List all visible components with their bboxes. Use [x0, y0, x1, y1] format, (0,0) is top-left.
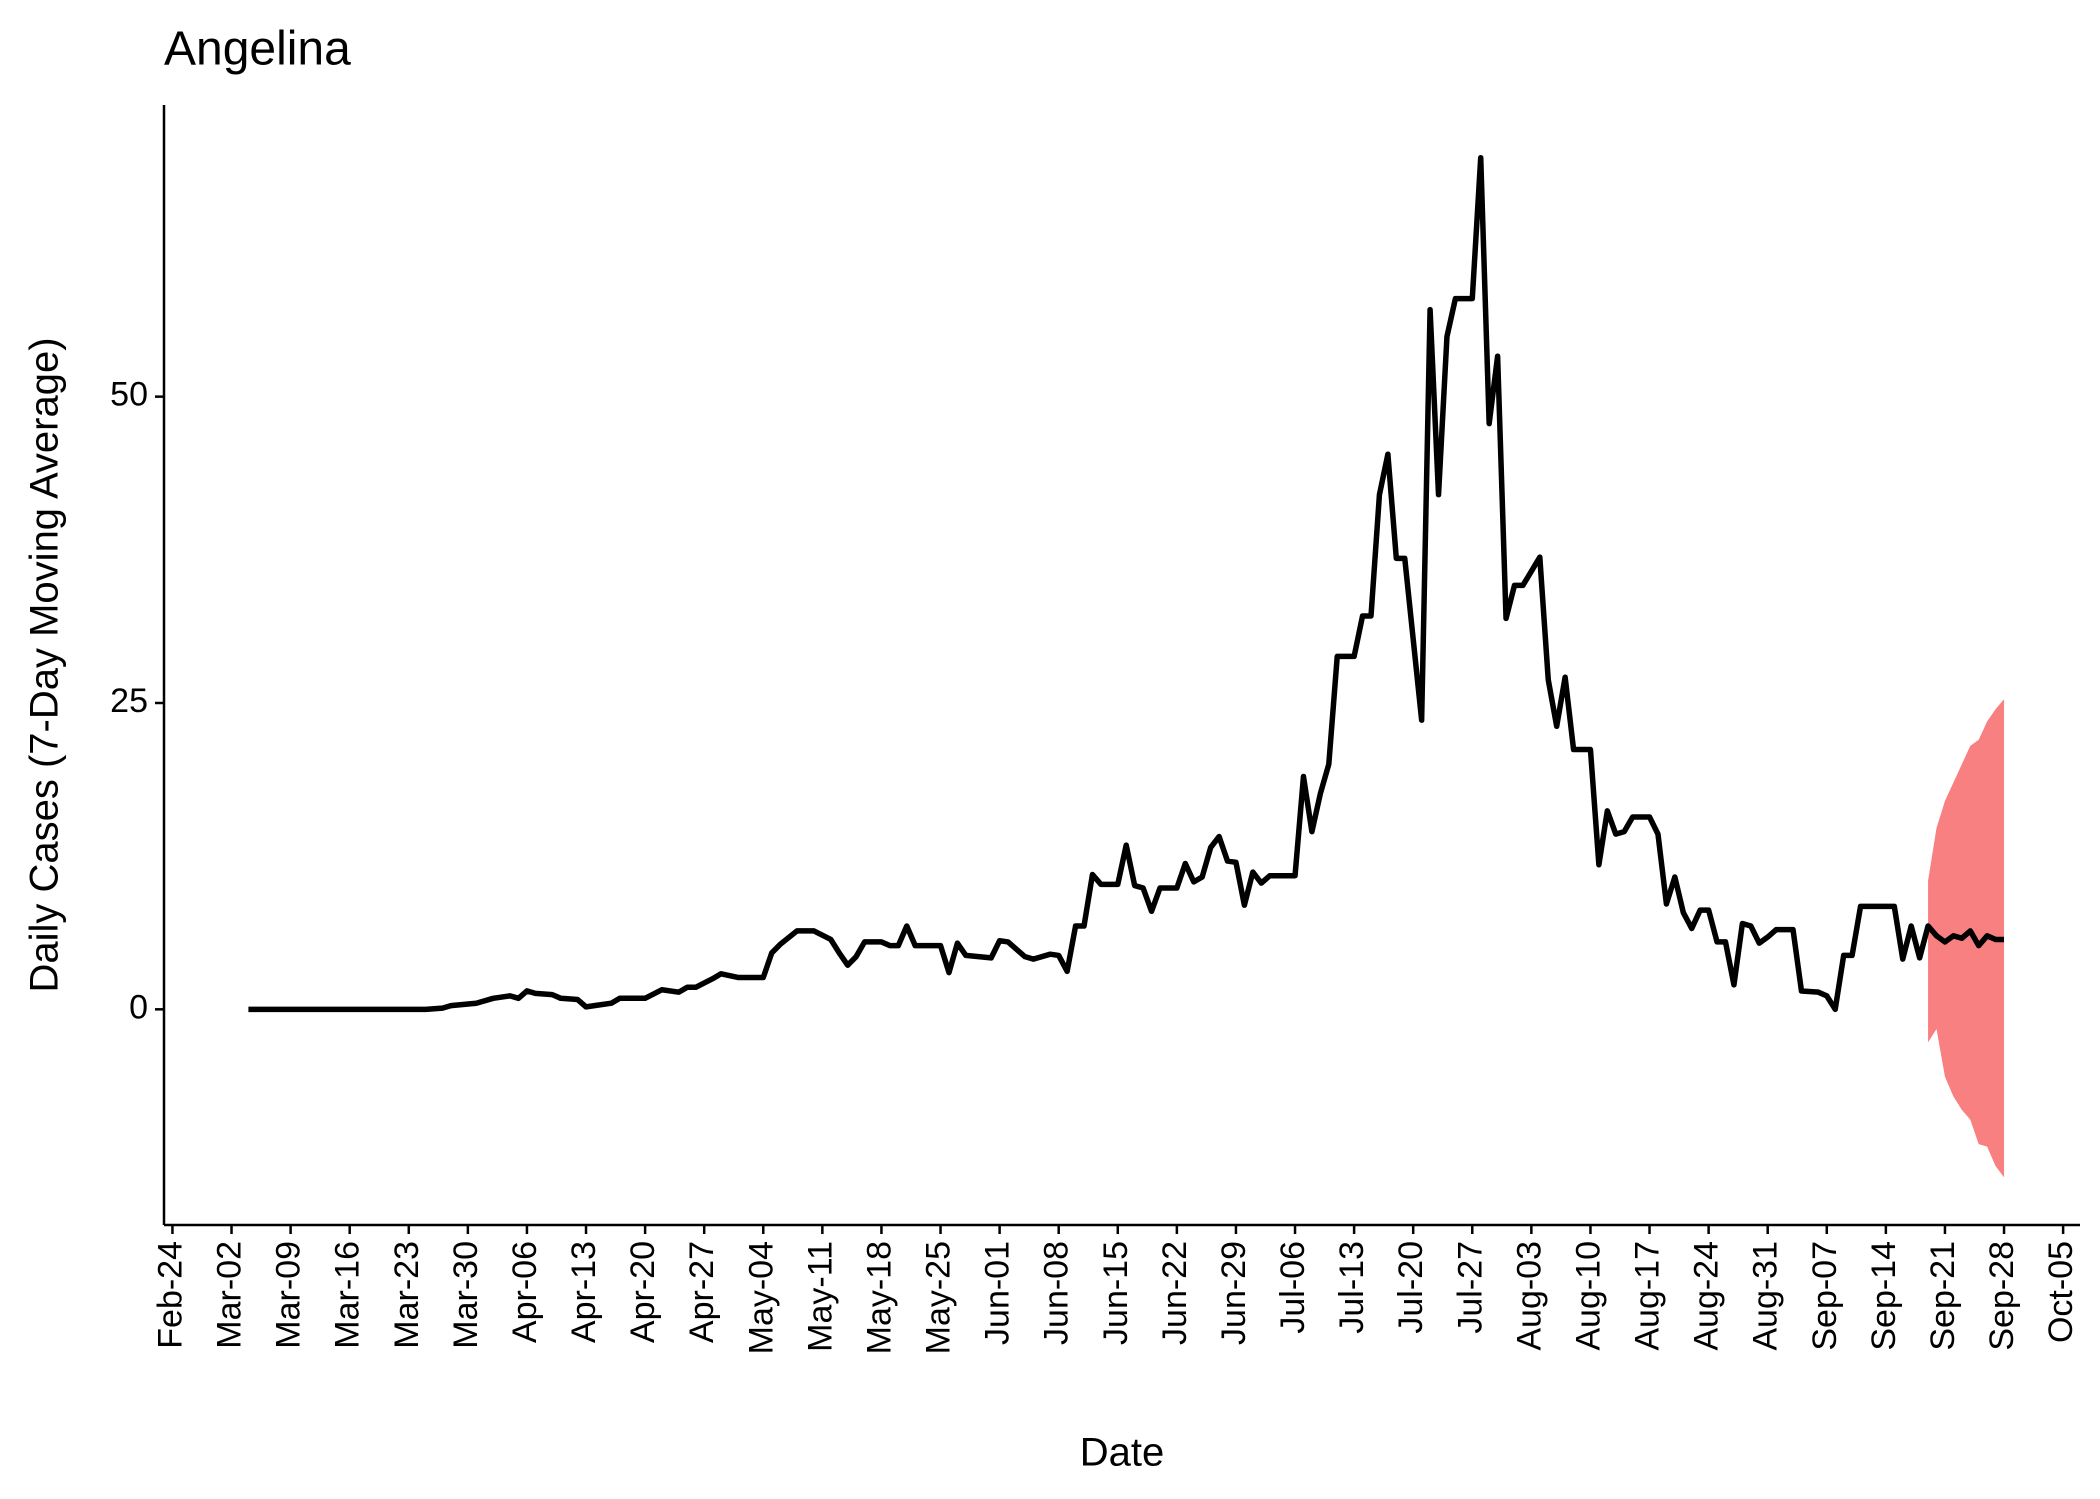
x-tick-label: Oct-05 [2042, 1241, 2080, 1343]
x-tick-label: May-25 [920, 1241, 958, 1354]
x-tick-label: Mar-09 [270, 1241, 308, 1349]
x-tick-label: Sep-14 [1865, 1241, 1903, 1351]
x-tick-label: May-11 [801, 1241, 839, 1352]
x-tick-label: Aug-10 [1569, 1241, 1607, 1351]
x-tick-label: Jul-06 [1274, 1241, 1312, 1334]
x-tick-label: Jul-27 [1451, 1241, 1489, 1334]
x-tick-label: Aug-31 [1747, 1241, 1785, 1351]
x-tick-label: Mar-16 [329, 1241, 367, 1349]
forecast-band [1928, 699, 2005, 1178]
x-tick-label: May-18 [860, 1241, 898, 1354]
x-tick-label: May-04 [742, 1241, 780, 1354]
x-tick-label: Sep-21 [1924, 1241, 1962, 1351]
x-tick-label: Mar-23 [388, 1241, 426, 1349]
x-tick-label: Apr-20 [624, 1241, 662, 1343]
x-tick-label: Jul-20 [1392, 1241, 1430, 1334]
x-tick-label: Jun-22 [1156, 1241, 1194, 1345]
x-tick-label: Aug-03 [1510, 1241, 1548, 1351]
x-tick-label: Jun-08 [1038, 1241, 1076, 1345]
x-tick-label: Feb-24 [151, 1241, 189, 1349]
x-tick-label: Apr-13 [565, 1241, 603, 1343]
x-tick-label: Apr-06 [506, 1241, 544, 1343]
x-tick-label: Mar-02 [211, 1241, 249, 1349]
x-tick-label: Jun-15 [1097, 1241, 1135, 1345]
x-axis-title: Date [1080, 1431, 1165, 1475]
series-line [248, 154, 2005, 1013]
y-axis-title: Daily Cases (7-Day Moving Average) [23, 337, 67, 992]
x-tick-label: Mar-30 [447, 1241, 485, 1349]
y-tick-label: 50 [110, 376, 148, 414]
x-tick-label: Aug-17 [1629, 1241, 1667, 1351]
x-tick-label: Jun-29 [1215, 1241, 1253, 1345]
x-tick-label: Sep-28 [1983, 1241, 2021, 1351]
x-tick-label: Sep-07 [1806, 1241, 1844, 1351]
y-tick-label: 0 [129, 988, 148, 1026]
x-tick-label: Apr-27 [683, 1241, 721, 1343]
x-tick-label: Aug-24 [1688, 1241, 1726, 1351]
chart-title: Angelina [164, 23, 351, 76]
y-tick-label: 25 [110, 682, 148, 720]
x-tick-label: Jun-01 [979, 1241, 1017, 1345]
x-tick-label: Jul-13 [1333, 1241, 1371, 1334]
